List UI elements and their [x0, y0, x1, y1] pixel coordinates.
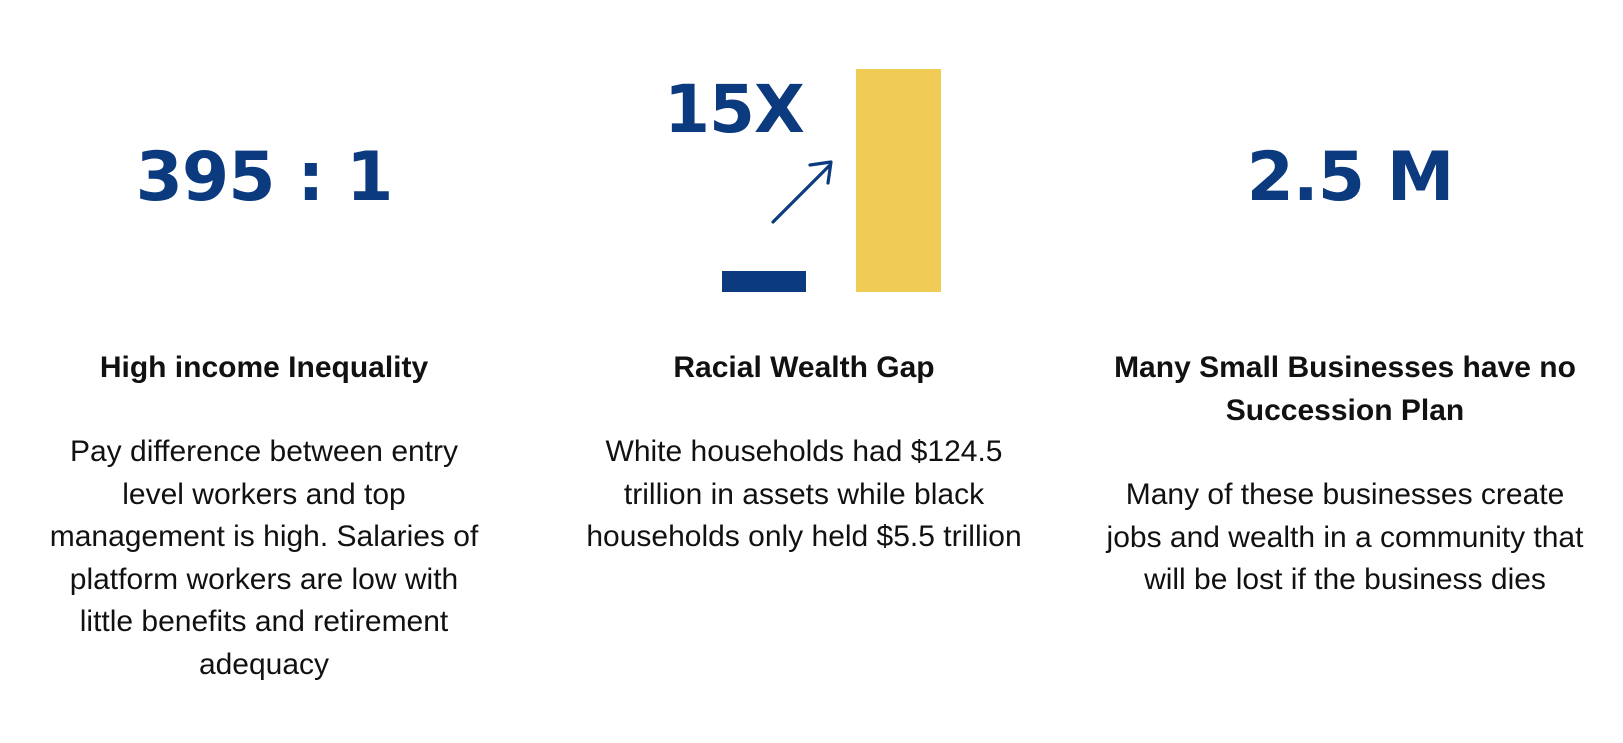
- income-ratio-stat: 395 : 1: [135, 138, 394, 217]
- wealth-gap-multiplier-stat: 15X: [664, 71, 805, 148]
- succession-plan-heading: Many Small Businesses have no Succession…: [1114, 351, 1576, 427]
- white-household-wealth-bar: [856, 69, 941, 292]
- racial-wealth-gap-section: Racial Wealth Gap White households had $…: [574, 346, 1034, 559]
- income-inequality-description: Pay difference between entry level worke…: [49, 435, 479, 681]
- succession-plan-section: Many Small Businesses have no Succession…: [1105, 346, 1585, 602]
- succession-plan-description: Many of these businesses create jobs and…: [1106, 478, 1584, 596]
- racial-wealth-gap-heading: Racial Wealth Gap: [673, 351, 935, 384]
- small-business-count-stat: 2.5 M: [1246, 138, 1455, 217]
- arrow-up-right-icon: [771, 160, 833, 224]
- black-household-wealth-bar: [722, 271, 806, 292]
- income-inequality-heading: High income Inequality: [99, 351, 429, 384]
- racial-wealth-gap-description: White households had $124.5 trillion in …: [586, 435, 1022, 553]
- income-inequality-section: High income Inequality Pay difference be…: [40, 346, 488, 686]
